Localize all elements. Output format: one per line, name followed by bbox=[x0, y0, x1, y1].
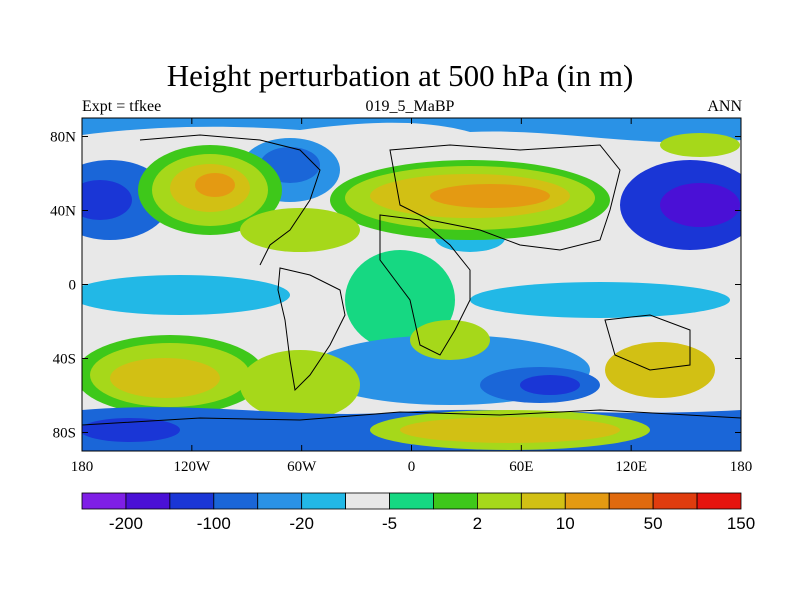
pos-eurasia-peak bbox=[430, 184, 550, 208]
pos-south-africa bbox=[410, 320, 490, 360]
colorbar-swatch bbox=[301, 492, 346, 510]
left-string: Expt = tfkee bbox=[82, 98, 162, 115]
coastlines bbox=[82, 134, 741, 426]
colorbar-swatch bbox=[564, 492, 610, 510]
neg-tropical-indian bbox=[470, 282, 730, 318]
colorbar-swatch bbox=[345, 492, 390, 510]
y-tick-label: 0 bbox=[69, 278, 77, 294]
colorbar-label: 2 bbox=[473, 514, 482, 533]
pos-pacific-peak bbox=[195, 173, 235, 197]
y-axis-ticks: 80N 40N 0 40S 80S bbox=[50, 130, 741, 442]
pos-south-indian bbox=[605, 342, 715, 398]
colorbar-label: -200 bbox=[109, 514, 143, 533]
neg-tropical-pacific bbox=[82, 275, 290, 315]
colorbar-swatch bbox=[81, 492, 127, 510]
colorbar-swatch bbox=[389, 492, 434, 510]
coast-south-america bbox=[277, 267, 346, 392]
neg-west-pacific-core bbox=[660, 183, 740, 227]
x-tick-label: 60W bbox=[287, 459, 317, 475]
colorbar-swatch bbox=[652, 492, 698, 510]
colorbar: -200 -100 -20 -5 2 10 50 150 bbox=[81, 492, 755, 533]
colorbar-swatch bbox=[213, 492, 259, 510]
x-tick-label: 60E bbox=[509, 459, 533, 475]
x-tick-label: 180 bbox=[71, 459, 94, 475]
colorbar-label: 50 bbox=[644, 514, 663, 533]
colorbar-swatch bbox=[169, 492, 215, 510]
nh-polar-band bbox=[82, 118, 741, 143]
x-tick-label: 0 bbox=[408, 459, 416, 475]
neg-north-pacific-core bbox=[82, 180, 132, 220]
colorbar-swatch bbox=[696, 492, 742, 510]
y-tick-label: 40S bbox=[53, 352, 76, 368]
pos-south-pacific-core bbox=[110, 358, 220, 398]
pos-arctic bbox=[660, 133, 740, 157]
colorbar-label: 10 bbox=[556, 514, 575, 533]
colorbar-swatch bbox=[433, 492, 478, 510]
contour-field bbox=[82, 118, 741, 451]
coast-australia bbox=[604, 314, 691, 371]
colorbar-label: -20 bbox=[289, 514, 314, 533]
colorbar-swatch bbox=[520, 492, 566, 510]
colorbar-swatch bbox=[608, 492, 654, 510]
colorbar-label: -100 bbox=[197, 514, 231, 533]
pos-antarctica-core bbox=[400, 417, 620, 443]
figure-title: Height perturbation at 500 hPa (in m) bbox=[166, 58, 634, 93]
y-tick-label: 80N bbox=[50, 130, 76, 146]
coast-eurasia bbox=[389, 144, 621, 251]
coast-antarctica bbox=[82, 409, 741, 426]
colorbar-swatch bbox=[257, 492, 303, 510]
right-string: ANN bbox=[707, 98, 742, 115]
y-tick-label: 40N bbox=[50, 204, 76, 220]
colorbar-swatch bbox=[125, 492, 171, 510]
x-tick-label: 120W bbox=[173, 459, 211, 475]
neg-southern-ocean-core bbox=[520, 375, 580, 395]
center-string: 019_5_MaBP bbox=[365, 98, 455, 115]
x-tick-label: 180 bbox=[730, 459, 753, 475]
coast-north-america bbox=[139, 134, 321, 266]
pos-atlantic bbox=[240, 208, 360, 252]
colorbar-label: -5 bbox=[382, 514, 397, 533]
coast-africa bbox=[379, 214, 471, 356]
x-axis-ticks: 180 120W 60W 0 60E 120E 180 bbox=[71, 118, 753, 475]
x-tick-label: 120E bbox=[615, 459, 647, 475]
colorbar-swatch bbox=[476, 492, 522, 510]
colorbar-label: 150 bbox=[727, 514, 755, 533]
neg-south-pole-pacific bbox=[82, 418, 180, 442]
y-tick-label: 80S bbox=[53, 426, 76, 442]
